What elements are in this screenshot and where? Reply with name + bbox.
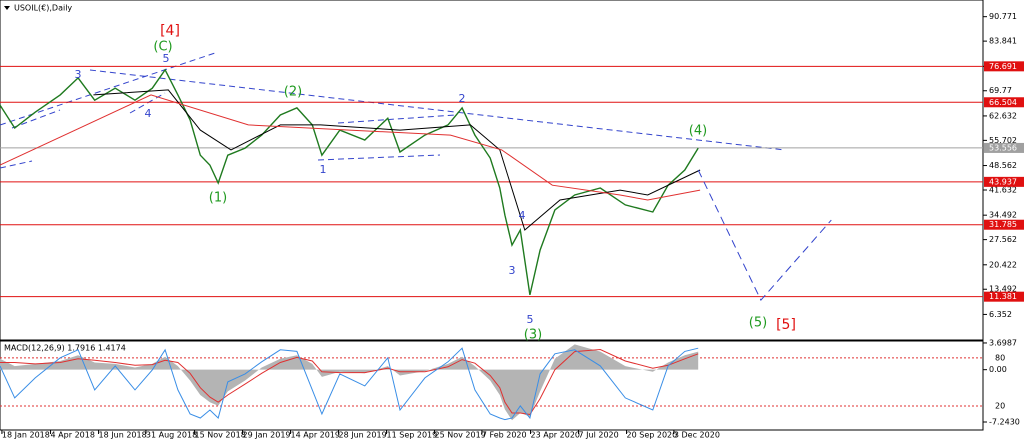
y-tick-label: 90.771: [989, 12, 1017, 21]
level-label-box: [984, 142, 1024, 153]
y-tick-label: 83.841: [989, 37, 1017, 46]
trend-lines: [0, 51, 786, 169]
y-tick-label: 3.6987: [989, 338, 1017, 347]
x-tick-label: 7 Feb 2020: [482, 431, 527, 439]
price-line: [0, 94, 701, 201]
oscillator-line: [0, 347, 699, 421]
x-tick-label: 18 Jun 2018: [99, 431, 147, 439]
y-tick-label: 55.702: [989, 136, 1017, 145]
y-tick-label: 0.00: [989, 365, 1007, 374]
y-tick-label: 27.562: [989, 235, 1017, 244]
level-label: 76.691: [989, 62, 1017, 71]
price-panel: [0, 0, 984, 341]
macd-title: MACD(12,26,9) 1.7916 1.4174: [4, 344, 126, 353]
x-tick-label: 7 Jul 2020: [579, 431, 619, 439]
wave-label: (3): [524, 328, 542, 343]
x-tick-label: 20 Sep 2020: [627, 431, 678, 439]
wave-label: 4: [145, 107, 152, 120]
x-tick-label: 31 Aug 2018: [146, 431, 197, 439]
level-label: 11.381: [989, 292, 1017, 301]
wave-label: (C): [153, 40, 172, 55]
wave-label: 3: [75, 68, 82, 81]
y2-tick-label: 20: [995, 401, 1005, 410]
wave-label: 3: [509, 264, 516, 277]
y-tick-label: -7.2430: [989, 418, 1020, 427]
wave-label: [4]: [160, 23, 180, 39]
x-tick-label: 18 Jan 2018: [2, 431, 50, 439]
x-tick-label: 23 Apr 2020: [531, 431, 580, 439]
level-label: 31.785: [989, 220, 1017, 229]
y-tick-label: 20.422: [989, 260, 1017, 269]
level-label-box: [984, 291, 1024, 302]
x-tick-label: 14 Apr 2019: [291, 431, 340, 439]
y-tick-label: 6.352: [989, 310, 1012, 319]
projection-line: [697, 169, 832, 301]
y-tick-label: 13.492: [989, 285, 1017, 294]
wave-label: (2): [284, 85, 302, 100]
wave-label: [5]: [776, 317, 796, 333]
x-tick-label: 15 Nov 2018: [195, 431, 246, 439]
wave-label: (1): [209, 191, 227, 206]
wave-label: (4): [689, 124, 707, 139]
level-label-box: [984, 97, 1024, 108]
y-tick-label: 69.77: [989, 86, 1012, 95]
level-label-box: [984, 219, 1024, 230]
y-tick-label: 41.632: [989, 185, 1017, 194]
macd-histogram: [0, 344, 699, 421]
wave-label: 2: [459, 92, 466, 105]
wave-label: 5: [163, 52, 170, 65]
level-label-box: [984, 61, 1024, 72]
y-tick-label: 62.632: [989, 111, 1017, 120]
y2-tick-label: 80: [995, 353, 1005, 362]
x-tick-label: 25 Nov 2019: [435, 431, 486, 439]
x-tick-label: 4 Apr 2018: [51, 431, 95, 439]
x-tick-label: 29 Jan 2019: [243, 431, 291, 439]
level-label: 43.937: [989, 177, 1017, 186]
x-tick-label: 11 Sep 2019: [387, 431, 438, 439]
x-tick-label: 28 Jun 2019: [339, 431, 387, 439]
menu-arrow: [4, 6, 10, 10]
level-label-box: [984, 176, 1024, 187]
y-tick-label: 34.492: [989, 211, 1017, 220]
price-line: [93, 89, 701, 231]
level-label: 66.504: [989, 98, 1017, 107]
level-label: 53.556: [989, 143, 1017, 152]
signal-line: [0, 348, 699, 416]
wave-label: (5): [749, 316, 767, 331]
macd-panel: [0, 340, 984, 431]
x-tick-label: 3 Dec 2020: [674, 431, 720, 439]
wave-label: 1: [320, 163, 327, 176]
chart-title: USOIL(€),Daily: [14, 4, 72, 13]
wave-label: 5: [527, 313, 534, 326]
y-tick-label: 48.562: [989, 161, 1017, 170]
wave-label: 4: [519, 209, 526, 222]
